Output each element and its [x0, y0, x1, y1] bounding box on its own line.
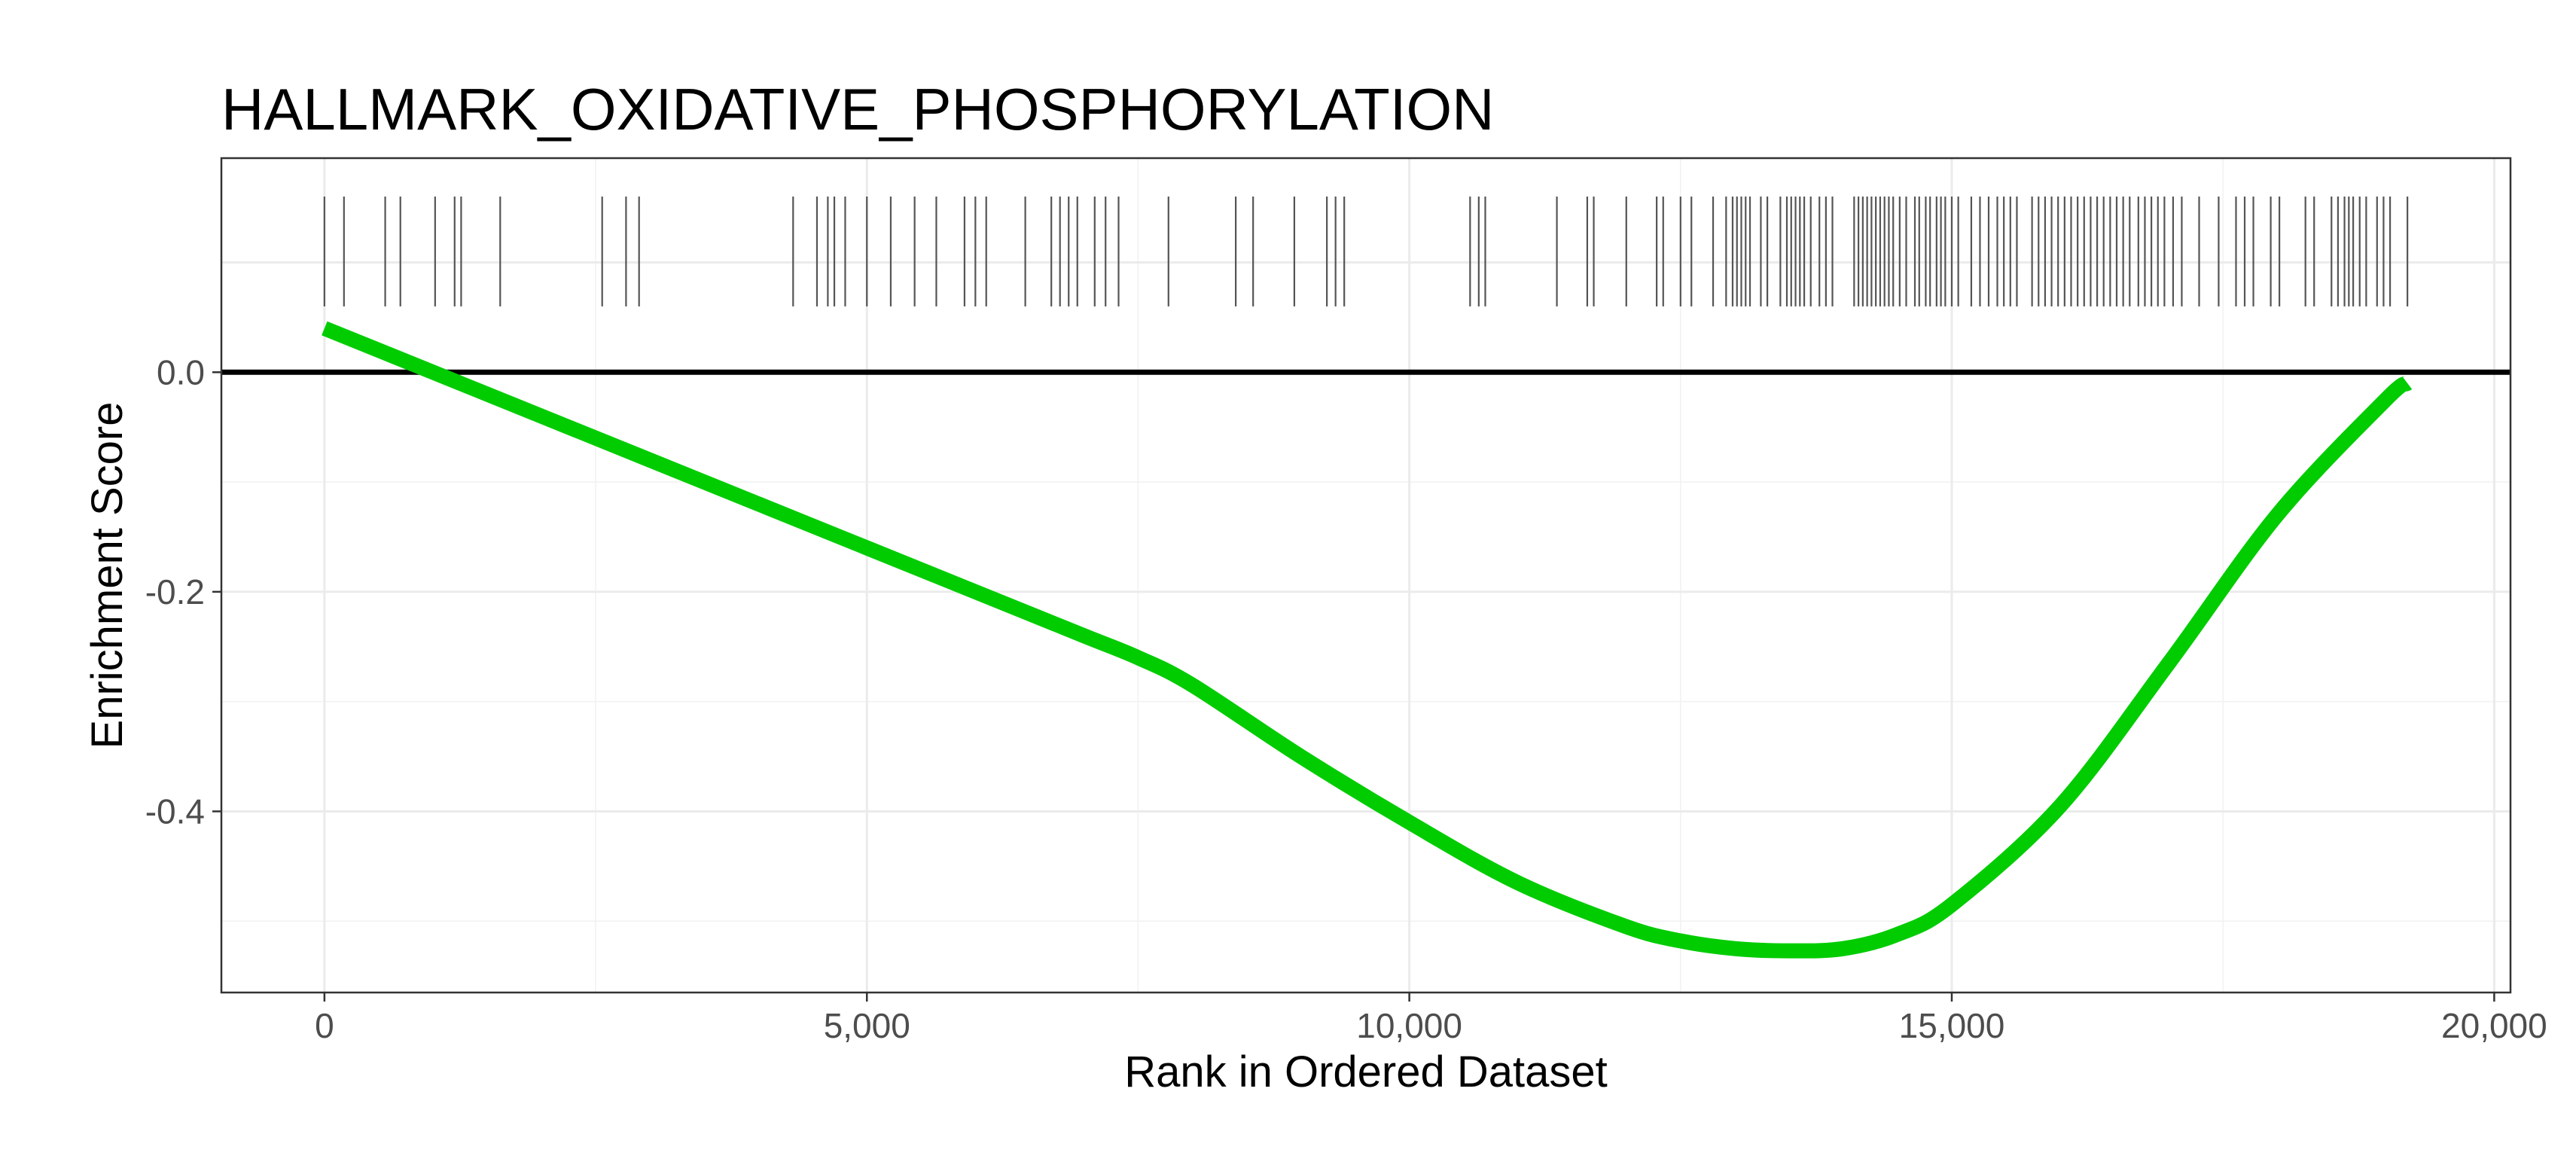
x-axis: 0 5,000 10,000 15,000 20,000: [315, 993, 2547, 1045]
y-axis-title: Enrichment Score: [83, 402, 132, 749]
chart-title: HALLMARK_OXIDATIVE_PHOSPHORYLATION: [221, 76, 1494, 142]
x-tick-label: 0: [315, 1006, 334, 1045]
x-tick-label: 5,000: [824, 1006, 910, 1045]
x-tick-label: 10,000: [1356, 1006, 1462, 1045]
enrichment-score-curve: [322, 321, 2413, 959]
gene-hit-ticks: [323, 197, 2409, 306]
x-tick-label: 15,000: [1899, 1006, 2005, 1045]
y-tick-label: -0.4: [145, 791, 205, 831]
y-axis: 0.0 -0.2 -0.4: [145, 352, 221, 831]
x-axis-title: Rank in Ordered Dataset: [1124, 1047, 1608, 1096]
y-tick-label: -0.2: [145, 572, 205, 611]
panel-border: [220, 157, 2512, 994]
plot-panel: [221, 158, 2510, 993]
y-tick-label: 0.0: [157, 352, 205, 392]
plot-title: HALLMARK_OXIDATIVE_PHOSPHORYLATION: [221, 76, 1494, 142]
x-tick-label: 20,000: [2441, 1006, 2547, 1045]
